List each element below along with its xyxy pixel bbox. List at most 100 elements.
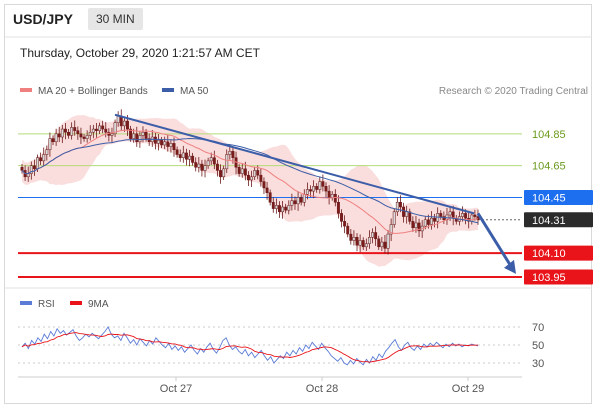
candle-body: [231, 151, 235, 158]
legend-swatch-ma20: [20, 88, 32, 92]
forecast-arrow-shaft: [476, 212, 514, 269]
candle: [305, 182, 309, 200]
candle-body: [349, 233, 353, 241]
candle-body: [361, 240, 365, 248]
candle-body: [343, 221, 347, 227]
candle: [367, 230, 371, 249]
candle-body: [51, 138, 55, 143]
candle-body: [324, 186, 328, 192]
candle-body: [219, 170, 222, 178]
candle: [374, 226, 378, 246]
price-level-104.85: 104.85: [18, 129, 566, 141]
candle-body: [442, 216, 446, 221]
rsi-legend: RSI 9MA: [20, 299, 109, 310]
chart-header: USD/JPY 30 MIN: [5, 7, 592, 31]
candle-body: [371, 232, 374, 238]
candle-body: [94, 128, 98, 131]
candle: [361, 237, 365, 250]
candle-body: [141, 131, 145, 136]
price-levels-layer: 104.85 104.65 104.45 104.31 104.10 103.95: [18, 129, 593, 285]
candle: [166, 134, 170, 152]
candle: [60, 124, 64, 144]
candle: [430, 211, 433, 230]
candle: [203, 159, 207, 178]
candle: [42, 147, 46, 166]
candle-body: [293, 200, 297, 205]
candle: [315, 183, 319, 193]
level-tag-103.95: [524, 269, 593, 285]
candle: [411, 216, 415, 232]
candle: [188, 150, 191, 167]
candle-body: [101, 125, 105, 130]
candle-body: [163, 141, 167, 146]
candle: [383, 235, 387, 254]
legend-9ma-label: 9MA: [88, 299, 109, 310]
candle: [63, 123, 67, 140]
candle: [172, 137, 176, 157]
candle: [358, 234, 362, 253]
candle: [129, 125, 133, 142]
candle-body: [327, 190, 331, 198]
time-tick-label: Oct 27: [160, 383, 192, 395]
candle: [184, 148, 188, 166]
candle-body: [113, 122, 117, 135]
candle: [352, 230, 356, 246]
candle-body: [355, 237, 359, 246]
candle-body: [166, 141, 170, 147]
candle: [200, 159, 204, 177]
candle-body: [398, 202, 402, 208]
level-tag-104.45: [524, 189, 593, 205]
level-tag-104.10: [524, 245, 593, 261]
candle: [197, 157, 201, 173]
candle: [206, 157, 210, 169]
candle-body: [73, 127, 77, 131]
level-label-103.95: 103.95: [532, 272, 566, 284]
candle: [222, 165, 226, 180]
level-label-104.45: 104.45: [532, 192, 566, 204]
candle-body: [184, 152, 188, 160]
candle-body: [57, 133, 61, 138]
candle: [169, 139, 173, 153]
candle-body: [417, 222, 421, 232]
candle: [212, 150, 216, 170]
candle-body: [259, 174, 263, 182]
level-label-104.85: 104.85: [532, 129, 566, 141]
candle-body: [411, 221, 415, 228]
candle-body: [188, 155, 191, 160]
candle-body: [243, 168, 247, 176]
candle-body: [88, 131, 92, 136]
candle-body: [209, 157, 213, 162]
candle-body: [169, 143, 173, 147]
candle: [349, 228, 353, 245]
candle: [85, 130, 89, 143]
candle-body: [284, 206, 288, 211]
candle: [240, 163, 244, 178]
candle-body: [473, 214, 477, 217]
candle-body: [274, 205, 278, 209]
candle-body: [377, 238, 381, 248]
candle-body: [426, 219, 430, 225]
candle: [91, 124, 95, 139]
candle: [346, 222, 350, 238]
candle: [32, 159, 36, 176]
timeframe-badge[interactable]: 30 MIN: [88, 8, 143, 30]
candle-body: [330, 194, 334, 198]
candle-body: [386, 233, 390, 249]
candle: [219, 164, 222, 184]
candle-body: [380, 241, 384, 248]
candle: [448, 207, 452, 222]
candle-body: [352, 237, 356, 241]
candle: [181, 145, 185, 163]
candle-body: [333, 194, 337, 203]
candle: [318, 176, 322, 194]
candle: [284, 203, 288, 214]
rsi-line: [21, 326, 479, 366]
candle-body: [42, 154, 46, 162]
candle: [194, 157, 198, 172]
candle-body: [54, 133, 58, 143]
candle: [417, 218, 421, 237]
candle-body: [191, 155, 195, 163]
candle: [178, 149, 182, 162]
candle-body: [250, 176, 254, 181]
candle: [163, 136, 167, 150]
